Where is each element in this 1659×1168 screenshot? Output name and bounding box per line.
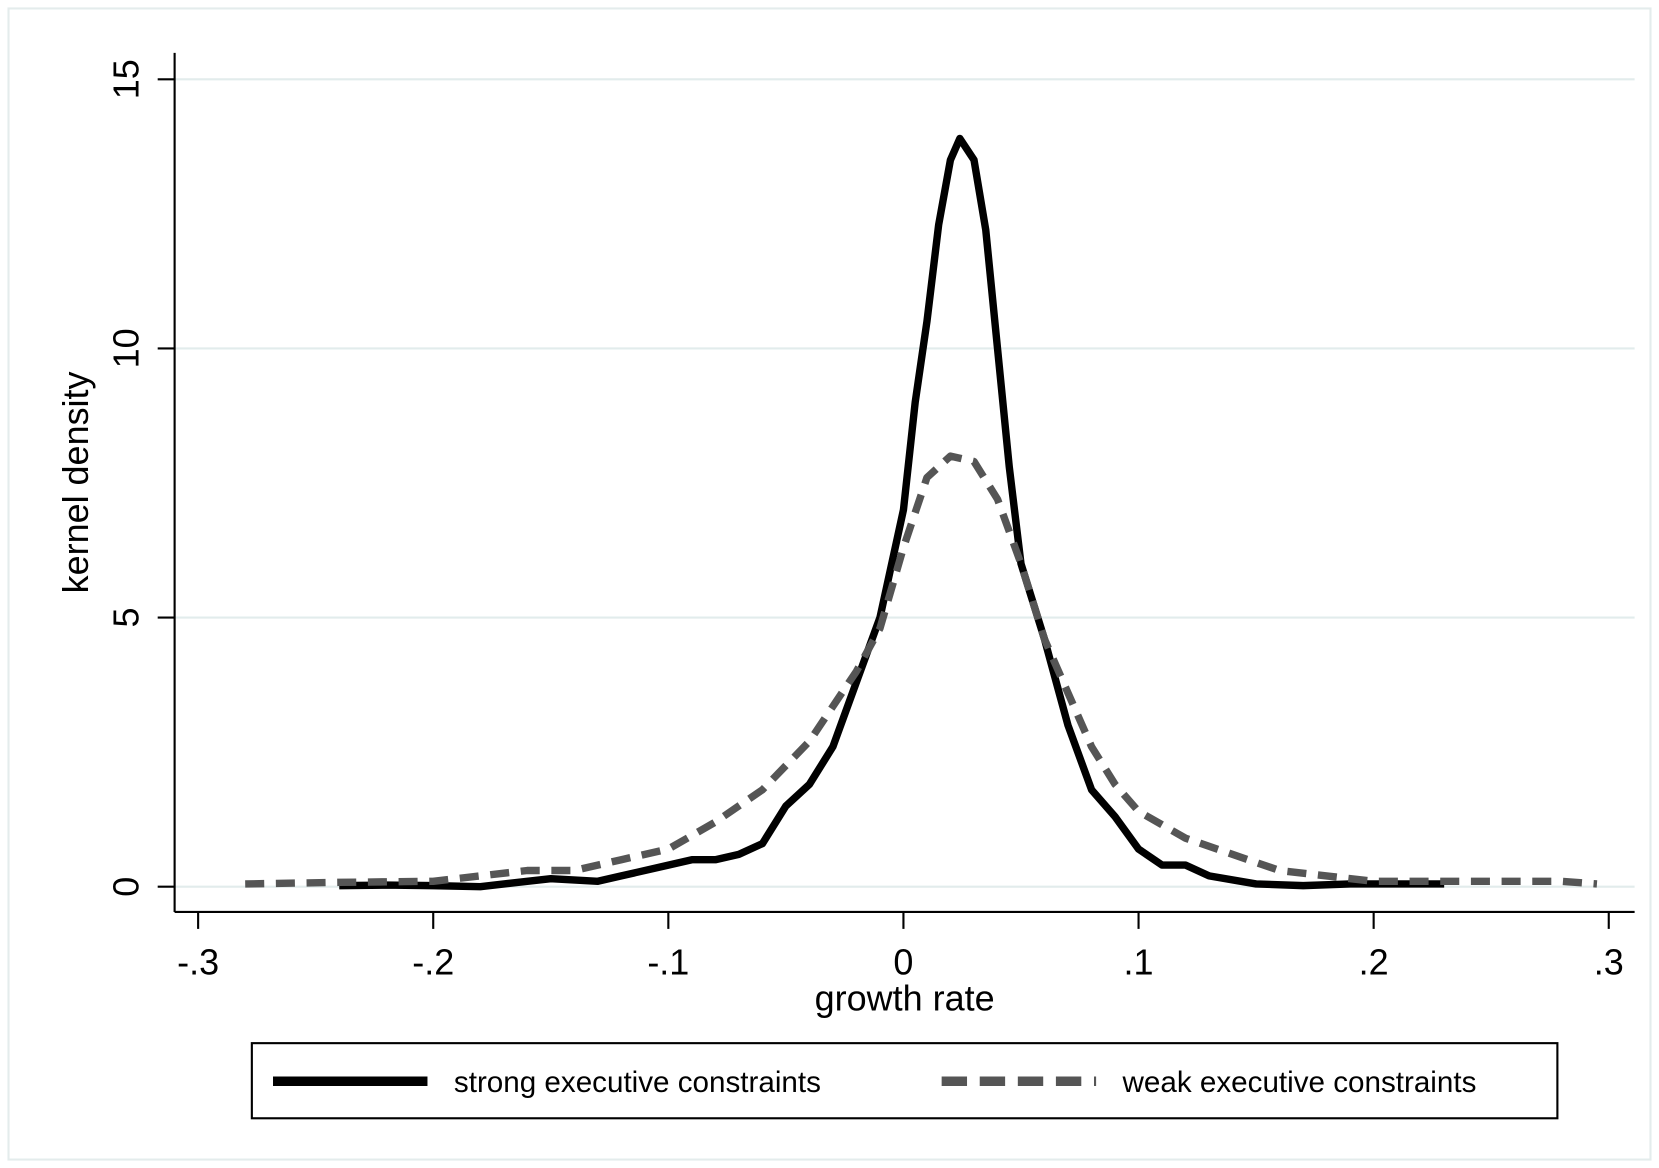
- x-tick-label: .2: [1359, 941, 1389, 982]
- chart-frame: [7, 7, 1652, 1161]
- y-tick-label: 10: [106, 328, 147, 368]
- series-line: [245, 452, 1598, 888]
- x-tick-label: .1: [1124, 941, 1154, 982]
- legend-label: strong executive constraints: [454, 1066, 821, 1099]
- x-tick-label: 0: [893, 941, 913, 982]
- legend-label: weak executive constraints: [1122, 1066, 1477, 1099]
- y-tick-label: 5: [106, 608, 147, 628]
- x-axis-title: growth rate: [815, 977, 995, 1018]
- x-tick-label: .3: [1594, 941, 1624, 982]
- x-tick-label: -.1: [647, 941, 689, 982]
- y-tick-label: 0: [106, 877, 147, 897]
- x-tick-label: -.3: [177, 941, 219, 982]
- series-line: [339, 134, 1445, 891]
- y-tick-label: 15: [106, 59, 147, 99]
- y-axis-title: kernel density: [55, 371, 96, 593]
- x-tick-label: -.2: [412, 941, 454, 982]
- legend-box: [250, 1042, 1559, 1120]
